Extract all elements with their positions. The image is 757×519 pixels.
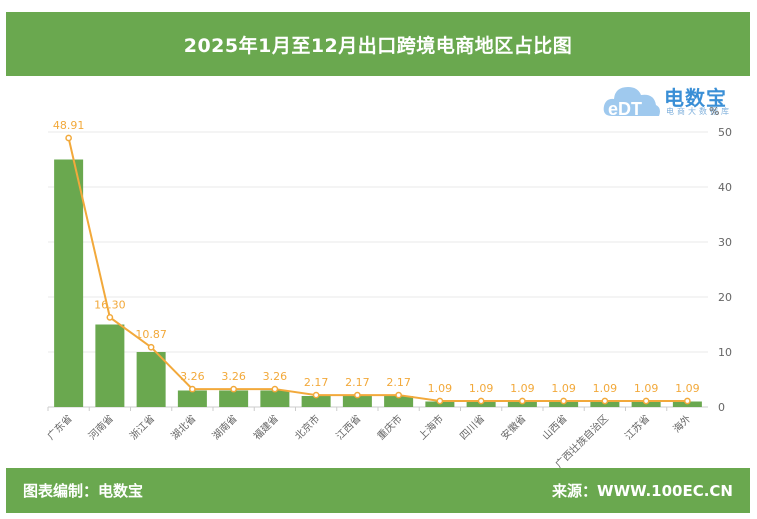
x-category-label: 江苏省 xyxy=(622,412,652,442)
data-label: 48.91 xyxy=(53,119,85,132)
y-tick-label: 30 xyxy=(718,236,732,249)
data-label: 2.17 xyxy=(345,376,370,389)
y-tick-label: 40 xyxy=(718,181,732,194)
y-tick-label: 50 xyxy=(718,126,732,139)
bar xyxy=(219,390,249,407)
brand-logo: eDT 电数宝 电商大数据库 xyxy=(602,78,747,124)
y-tick-label: 20 xyxy=(718,291,732,304)
data-label: 3.26 xyxy=(221,370,246,383)
bar xyxy=(384,396,414,407)
bar-line-chart: 0 10 20 30 40 50% 广东省 河南省 浙江省 湖北省 湖南省 福建省 北京市 江西省 重庆市上… xyxy=(44,105,732,468)
line-point xyxy=(436,397,444,405)
x-category-label: 山西省 xyxy=(539,412,569,442)
x-category-label: 江西省 xyxy=(333,412,363,442)
footer-bar: 图表编制：电数宝 来源：WWW.100EC.CN xyxy=(6,468,750,513)
x-category-label: 安徽省 xyxy=(498,412,528,442)
data-label: 10.87 xyxy=(135,328,167,341)
line-point xyxy=(601,397,609,405)
data-label: 1.09 xyxy=(634,382,659,395)
data-label: 1.09 xyxy=(675,382,700,395)
bar xyxy=(95,324,125,407)
data-label: 3.26 xyxy=(263,370,288,383)
bar xyxy=(260,390,290,407)
chart-title: 2025年1月至12月出口跨境电商地区占比图 xyxy=(183,34,573,57)
data-label: 1.09 xyxy=(510,382,535,395)
line-point xyxy=(65,134,72,142)
logo-name: 电数宝 xyxy=(664,86,727,110)
x-category-label: 河南省 xyxy=(86,412,116,442)
line-point xyxy=(560,397,567,405)
data-label: 2.17 xyxy=(386,376,411,389)
data-label: 3.26 xyxy=(180,370,205,383)
line-point xyxy=(477,397,485,405)
line-point xyxy=(271,385,279,393)
bar xyxy=(54,159,84,407)
data-label: 1.09 xyxy=(469,382,494,395)
chart-title-bar: 2025年1月至12月出口跨境电商地区占比图 xyxy=(6,12,750,76)
data-label: 1.09 xyxy=(428,382,453,395)
data-label: 1.09 xyxy=(593,382,618,395)
line-point xyxy=(312,391,320,399)
line-point xyxy=(684,397,691,405)
x-category-label: 四川省 xyxy=(457,412,487,442)
x-category-label: 湖北省 xyxy=(168,412,198,442)
x-category-label: 上海市 xyxy=(416,412,446,442)
logo-mark: eDT xyxy=(608,99,642,119)
cloud-logo-icon: eDT xyxy=(603,87,660,119)
footer-source: 来源：WWW.100EC.CN xyxy=(552,482,733,500)
x-category-label: 海外 xyxy=(670,412,693,435)
line-point xyxy=(354,391,361,399)
data-label: 16.30 xyxy=(94,298,126,311)
x-category-label: 浙江省 xyxy=(127,412,157,442)
data-label: 1.09 xyxy=(551,382,576,395)
x-category-label: 北京市 xyxy=(292,412,322,442)
logo-subtitle: 电商大数据库 xyxy=(666,107,732,116)
y-axis-unit: % xyxy=(709,105,719,118)
x-category-label: 重庆市 xyxy=(374,412,404,442)
data-label: 2.17 xyxy=(304,376,329,389)
bar xyxy=(136,352,166,407)
line-point xyxy=(106,314,114,321)
x-category-label: 广东省 xyxy=(44,412,74,442)
footer-credit: 图表编制：电数宝 xyxy=(23,482,144,500)
bar xyxy=(301,396,331,407)
line-point xyxy=(642,397,650,405)
line-point xyxy=(230,385,237,393)
bar xyxy=(177,390,207,407)
bar xyxy=(342,396,372,407)
y-tick-label: 0 xyxy=(718,401,725,414)
line-point xyxy=(147,343,155,351)
x-category-label: 湖南省 xyxy=(209,412,239,442)
line-point xyxy=(189,385,196,393)
series-line xyxy=(67,137,688,403)
line-point xyxy=(395,391,402,399)
x-category-label: 福建省 xyxy=(251,412,281,442)
y-tick-label: 10 xyxy=(718,346,732,359)
line-point xyxy=(519,397,526,405)
chart-frame: 2025年1月至12月出口跨境电商地区占比图 eDT 电数宝 电商大数据库 0 1… xyxy=(6,6,750,513)
